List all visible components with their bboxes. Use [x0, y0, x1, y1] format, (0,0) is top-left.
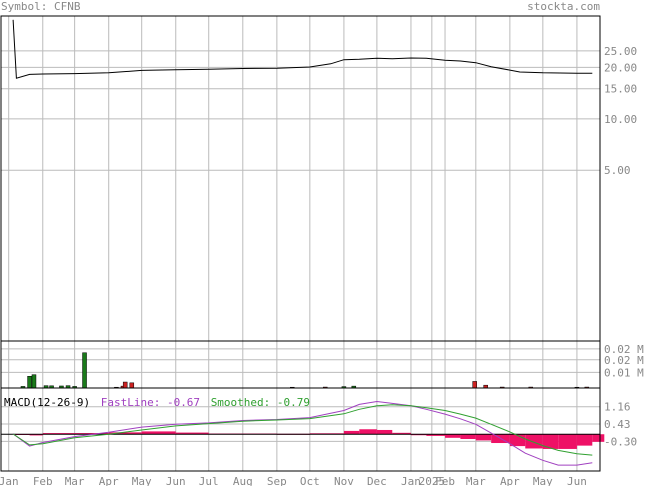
panel-frames: [0, 15, 601, 472]
volume-bar: [129, 382, 135, 389]
macd-histogram-bar: [445, 434, 461, 438]
macd-histogram-bar: [29, 434, 43, 436]
volume-bar: [122, 381, 128, 389]
volume-layer: [20, 352, 590, 389]
x-tick-label: Oct: [300, 475, 320, 486]
x-tick-label: Feb: [435, 475, 455, 486]
macd-histogram-bar: [576, 434, 593, 446]
smoothed-legend: Smoothed: -0.79: [210, 396, 311, 409]
macd-panel-frame: [0, 387, 601, 472]
macd-histogram-bar: [592, 434, 605, 442]
x-tick-label: Jan: [0, 475, 19, 486]
macd-histogram-bar: [42, 433, 75, 435]
volume-tick-label: 0.02 M: [604, 343, 644, 356]
x-tick-label: Jun: [166, 475, 186, 486]
x-tick-label: Apr: [500, 475, 520, 486]
x-tick-label: Apr: [99, 475, 119, 486]
price-tick-label: 20.00: [604, 61, 637, 74]
x-tick-label: Sep: [267, 475, 287, 486]
x-tick-label: 2025: [419, 475, 446, 486]
symbol-label: Symbol: CFNB: [1, 0, 81, 13]
macd-histogram-bar: [460, 434, 476, 439]
volume-bar: [27, 376, 32, 389]
x-tick-label: Jul: [199, 475, 219, 486]
x-tick-label: Jun: [567, 475, 587, 486]
price-tick-label: 15.00: [604, 83, 637, 96]
x-tick-label: Mar: [65, 475, 85, 486]
volume-tick-label: 0.01 M: [604, 366, 644, 379]
price-line: [12, 19, 593, 79]
volume-bar: [31, 374, 37, 389]
volume-bar: [82, 352, 87, 389]
x-tick-label: Dec: [367, 475, 387, 486]
macd-histogram-bar: [426, 434, 446, 436]
x-tick-label: May: [132, 475, 152, 486]
macd-histogram-bar: [558, 434, 577, 449]
macd-histogram-bar: [542, 434, 559, 449]
macd-histogram-bar: [359, 429, 377, 435]
price-tick-label: 25.00: [604, 45, 637, 58]
macd-legend: MACD(12-26-9) FastLine: -0.67 Smoothed: …: [4, 396, 314, 409]
x-tick-label: Feb: [33, 475, 53, 486]
x-tick-label: Mar: [466, 475, 486, 486]
macd-histogram-bar: [141, 431, 176, 435]
smoothed-line: [12, 404, 593, 456]
fastline: [12, 400, 593, 466]
macd-tick-label: -0.30: [604, 435, 637, 448]
x-tick-label: Jan: [401, 475, 421, 486]
macd-histogram-layer: [13, 429, 605, 449]
fastline-legend: FastLine: -0.67: [100, 396, 201, 409]
price-tick-label: 5.00: [604, 164, 631, 177]
macd-histogram-bar: [74, 433, 109, 435]
grid-layer: [1, 16, 600, 471]
macd-histogram-bar: [475, 434, 492, 441]
price-tick-label: 10.00: [604, 113, 637, 126]
x-tick-label: Aug: [233, 475, 253, 486]
macd-title: MACD(12-26-9): [4, 396, 91, 409]
x-tick-label: Nov: [334, 475, 354, 486]
x-tick-label: May: [533, 475, 553, 486]
volume-bar: [472, 381, 477, 389]
macd-tick-label: 0.43: [604, 418, 631, 431]
macd-histogram-bar: [376, 429, 393, 435]
macd-histogram-bar: [525, 434, 543, 449]
macd-tick-label: 1.16: [604, 401, 631, 414]
macd-histogram-bar: [392, 432, 411, 435]
volume-tick-label: 0.02 M: [604, 354, 644, 367]
source-label: stockta.com: [527, 0, 600, 13]
macd-histogram-bar: [175, 432, 209, 435]
macd-histogram-bar: [108, 432, 142, 435]
macd-histogram-bar: [509, 434, 526, 447]
macd-histogram-bar: [343, 430, 360, 435]
line-layer: [1, 19, 600, 466]
axis-label-layer: Jan Feb Mar Apr May Jun Jul Aug Sep Oct Nov Dec Jan2…: [0, 45, 644, 486]
